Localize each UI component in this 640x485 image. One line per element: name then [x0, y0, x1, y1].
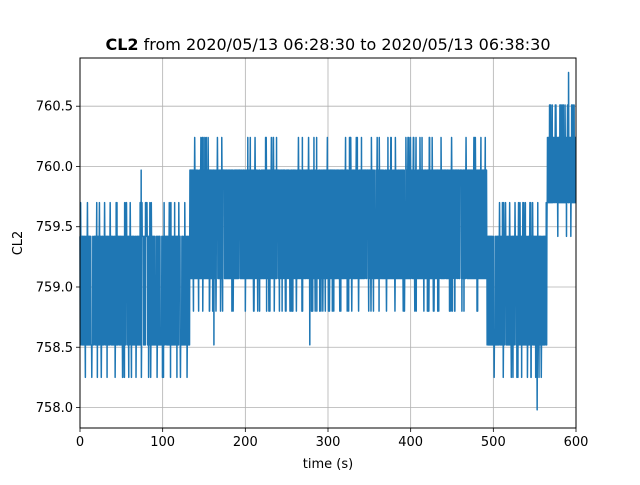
y-tick-label: 758.5 [36, 341, 73, 356]
x-axis-label: time (s) [303, 457, 353, 472]
x-tick-label: 100 [150, 435, 175, 450]
x-tick-label: 600 [564, 435, 589, 450]
x-tick-label: 0 [76, 435, 84, 450]
y-axis-label: CL2 [11, 231, 26, 256]
y-tick-label: 759.0 [36, 280, 73, 295]
y-tick-label: 760.0 [36, 160, 73, 175]
chart-title-bold: CL2 [105, 35, 138, 54]
y-tick-label: 760.5 [36, 100, 73, 115]
x-tick-label: 300 [316, 435, 341, 450]
x-tick-label: 400 [398, 435, 423, 450]
series-line [79, 71, 577, 411]
y-tick-label: 758.0 [36, 401, 73, 416]
y-tick-label: 759.5 [36, 220, 73, 235]
chart-title-rest: from 2020/05/13 06:28:30 to 2020/05/13 0… [139, 35, 551, 54]
tick-layer: 0 100 200 300 400 500 600 758.0 758.5 759.0 759.5 7… [36, 100, 589, 450]
chart-title: CL2 from 2020/05/13 06:28:30 to 2020/05/… [105, 35, 550, 54]
x-tick-label: 200 [233, 435, 258, 450]
x-tick-label: 500 [481, 435, 506, 450]
data-layer [79, 71, 577, 411]
